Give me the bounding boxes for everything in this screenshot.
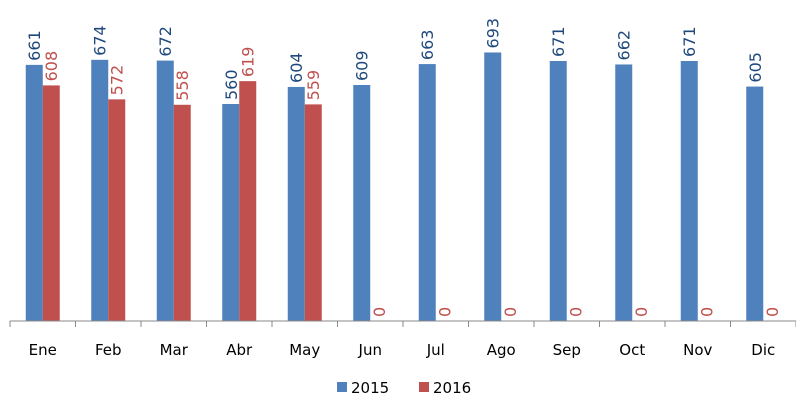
bar — [108, 99, 126, 321]
value-label: 663 — [418, 30, 437, 61]
value-label: 572 — [108, 65, 127, 96]
bar — [173, 104, 191, 322]
value-label: 560 — [222, 69, 241, 100]
bar — [746, 86, 764, 321]
bar — [25, 64, 43, 322]
value-label: 608 — [42, 51, 61, 82]
legend-swatch — [337, 382, 347, 392]
value-label: 619 — [239, 47, 258, 78]
value-label: 693 — [484, 18, 503, 49]
value-label: 559 — [304, 70, 323, 101]
bar — [484, 52, 502, 322]
bar — [549, 60, 567, 322]
bar — [353, 85, 371, 321]
value-label: 0 — [501, 307, 520, 317]
value-label: 0 — [435, 307, 454, 317]
x-tick-label: Ene — [29, 341, 57, 359]
x-tick-label: May — [289, 341, 320, 359]
value-label: 662 — [615, 30, 634, 61]
bar — [287, 86, 305, 321]
bar — [42, 85, 60, 322]
x-tick-label: Dic — [751, 341, 775, 359]
value-label: 605 — [746, 52, 765, 83]
value-label: 661 — [25, 30, 44, 61]
bar — [222, 104, 240, 321]
bar — [615, 64, 633, 321]
x-tick-label: Feb — [95, 341, 122, 359]
legend-swatch — [419, 382, 429, 392]
value-label: 672 — [156, 26, 175, 57]
x-tick-label: Sep — [553, 341, 581, 359]
x-tick-label: Ago — [487, 341, 516, 359]
legend-label: 2015 — [351, 379, 389, 397]
value-label: 609 — [353, 50, 372, 81]
value-label: 671 — [549, 26, 568, 57]
value-label: 0 — [566, 307, 585, 317]
bar — [418, 64, 436, 322]
value-label: 0 — [370, 307, 389, 317]
legend-label: 2016 — [433, 379, 471, 397]
value-label: 558 — [173, 70, 192, 101]
x-tick-label: Nov — [683, 341, 712, 359]
x-tick-label: Jun — [358, 341, 382, 359]
value-label: 604 — [287, 52, 306, 83]
value-label: 0 — [763, 307, 782, 317]
x-tick-label: Jul — [426, 341, 445, 359]
value-label: 674 — [91, 25, 110, 56]
value-label: 671 — [680, 26, 699, 57]
x-tick-label: Oct — [619, 341, 645, 359]
value-label: 0 — [632, 307, 651, 317]
bar — [680, 60, 698, 322]
bar — [91, 59, 109, 321]
bar — [304, 104, 322, 321]
bar — [239, 81, 257, 321]
bar — [156, 60, 174, 321]
value-label: 0 — [697, 307, 716, 317]
x-tick-label: Mar — [160, 341, 189, 359]
x-tick-label: Abr — [226, 341, 253, 359]
